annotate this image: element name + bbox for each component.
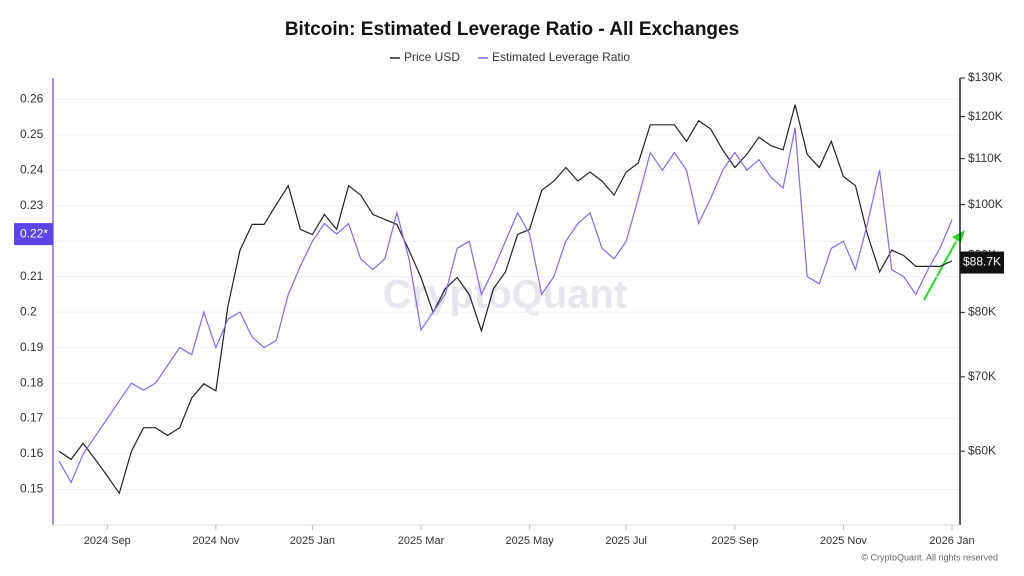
y-tick-label: 0.18 bbox=[20, 375, 44, 389]
y-tick-label: 0.25 bbox=[20, 127, 44, 141]
x-tick-label: 2025 Jul bbox=[605, 535, 647, 547]
watermark: CryptoQuant bbox=[383, 273, 627, 317]
annotation-arrow bbox=[923, 237, 959, 301]
x-tick-label: 2025 Jan bbox=[290, 535, 335, 547]
y-tick-label: 0.26 bbox=[20, 91, 44, 105]
y2-tick-label: $60K bbox=[968, 443, 996, 457]
y2-tick-label: $80K bbox=[968, 305, 996, 319]
y-tick-label: 0.15 bbox=[20, 482, 44, 496]
y-tick-label: 0.2 bbox=[20, 304, 37, 318]
y-tick-label: 0.23 bbox=[20, 198, 44, 212]
y-tick-label: 0.16 bbox=[20, 446, 44, 460]
y2-marker-label: $88.7K bbox=[963, 255, 1001, 269]
annotation-arrowhead bbox=[952, 230, 965, 243]
x-tick-label: 2024 Sep bbox=[84, 535, 131, 547]
legend-label: Estimated Leverage Ratio bbox=[492, 50, 630, 64]
chart-title: Bitcoin: Estimated Leverage Ratio - All … bbox=[285, 19, 739, 40]
x-tick-label: 2025 Sep bbox=[711, 535, 758, 547]
y-tick-label: 0.21 bbox=[20, 269, 44, 283]
y-marker-label: 0.22* bbox=[20, 226, 48, 240]
y2-tick-label: $110K bbox=[968, 151, 1002, 165]
y-marker-box bbox=[14, 223, 53, 246]
series-line bbox=[58, 104, 953, 495]
legend-label: Price USD bbox=[404, 50, 460, 64]
x-tick-label: 2025 Mar bbox=[398, 535, 445, 547]
y2-tick-label: $120K bbox=[968, 109, 1003, 123]
y-tick-label: 0.17 bbox=[20, 411, 44, 425]
y2-tick-label: $70K bbox=[968, 369, 996, 383]
y2-tick-label: $100K bbox=[968, 197, 1003, 211]
x-tick-label: 2025 Nov bbox=[820, 535, 868, 547]
x-tick-label: 2025 May bbox=[505, 535, 554, 547]
series-line bbox=[58, 127, 953, 484]
copyright: © CryptoQuant. All rights reserved bbox=[861, 552, 998, 562]
x-tick-label: 2026 Jan bbox=[929, 535, 974, 547]
x-tick-label: 2024 Nov bbox=[192, 535, 240, 547]
y-tick-label: 0.24 bbox=[20, 162, 44, 176]
y-tick-label: 0.19 bbox=[20, 340, 44, 354]
y2-marker-box bbox=[960, 251, 1004, 274]
y2-tick-label: $130K bbox=[968, 70, 1003, 84]
